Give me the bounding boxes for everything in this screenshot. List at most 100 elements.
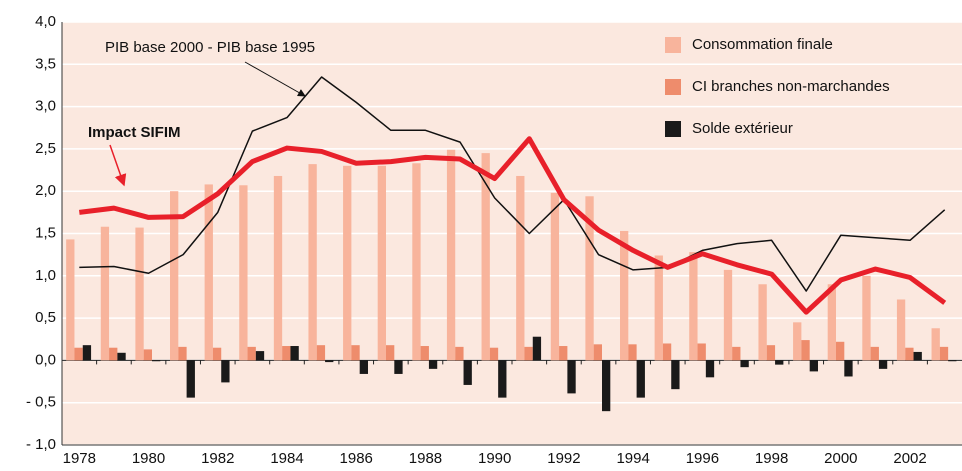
- bar: [143, 349, 152, 361]
- bar: [516, 175, 525, 361]
- x-tick-label: 1998: [755, 450, 788, 467]
- x-tick-label: 1996: [686, 450, 719, 467]
- legend-swatch: [665, 37, 681, 53]
- bar: [446, 149, 456, 361]
- bar: [412, 163, 421, 361]
- bar: [420, 346, 429, 361]
- x-tick-label: 1992: [547, 450, 580, 467]
- x-tick-label: 1986: [340, 450, 373, 467]
- bar: [135, 227, 144, 361]
- x-tick-label: 1994: [616, 450, 649, 467]
- y-tick-label: 3,5: [35, 55, 56, 72]
- x-tick-label: 1980: [132, 450, 165, 467]
- bar: [689, 252, 698, 361]
- bar: [758, 284, 767, 361]
- bar: [705, 360, 715, 378]
- bar: [66, 239, 75, 361]
- bar: [844, 360, 853, 377]
- bar: [870, 346, 879, 361]
- bar: [498, 360, 507, 398]
- bar: [905, 347, 914, 361]
- bar: [809, 360, 818, 372]
- y-tick-label: 2,0: [35, 182, 56, 199]
- bar: [394, 360, 403, 374]
- bar: [550, 192, 560, 361]
- x-tick-label: 1984: [270, 450, 303, 467]
- bar: [359, 360, 368, 374]
- bar: [671, 360, 680, 390]
- bar: [636, 360, 645, 398]
- bar: [247, 346, 256, 361]
- bar: [204, 184, 213, 361]
- bar: [308, 164, 317, 361]
- legend-swatch: [665, 121, 681, 137]
- x-tick-label: 1982: [201, 450, 234, 467]
- bar: [740, 360, 749, 368]
- y-tick-label: 0,0: [35, 351, 56, 368]
- legend-label: Solde extérieur: [692, 120, 793, 137]
- bar: [428, 360, 438, 369]
- bar: [878, 360, 888, 369]
- y-tick-label: 0,5: [35, 309, 56, 326]
- bar: [948, 360, 957, 362]
- bar: [489, 347, 499, 361]
- bar: [913, 351, 922, 361]
- x-tick-label: 1978: [63, 450, 96, 467]
- line-label: Impact SIFIM: [88, 124, 181, 141]
- bar: [290, 346, 299, 361]
- line: [79, 76, 946, 292]
- x-tick-label: 1990: [478, 450, 511, 467]
- bar: [100, 226, 110, 361]
- bar: [255, 351, 265, 361]
- bar: [351, 345, 360, 361]
- bar: [325, 360, 334, 363]
- bar: [186, 360, 195, 398]
- annotation-arrow: [109, 144, 127, 187]
- x-tick-label: 1988: [409, 450, 442, 467]
- bar: [836, 341, 845, 361]
- bar: [620, 230, 629, 361]
- y-tick-label: - 0,5: [26, 394, 56, 411]
- bar: [766, 345, 776, 361]
- line-label: PIB base 2000 - PIB base 1995: [105, 39, 315, 56]
- bar: [82, 345, 92, 361]
- bar: [654, 255, 663, 361]
- legend-swatch: [665, 79, 681, 95]
- bar: [377, 165, 386, 361]
- bar: [455, 346, 464, 361]
- bar: [316, 345, 326, 361]
- line: [79, 136, 947, 315]
- bar: [74, 347, 83, 361]
- bar: [827, 284, 836, 361]
- x-tick-label: 2002: [893, 450, 926, 467]
- bar: [697, 343, 706, 361]
- y-tick-label: 3,0: [35, 98, 56, 115]
- bar: [343, 165, 352, 361]
- bar: [239, 185, 248, 361]
- bar: [775, 360, 784, 365]
- bar: [273, 175, 283, 361]
- bar: [117, 352, 126, 361]
- bar: [593, 344, 602, 361]
- bar: [628, 344, 637, 361]
- bar: [221, 360, 230, 383]
- bar: [723, 269, 733, 361]
- y-tick-label: 2,5: [35, 140, 56, 157]
- bar: [524, 346, 533, 361]
- bar: [212, 347, 222, 361]
- x-tick-label: 2000: [824, 450, 857, 467]
- y-tick-label: 4,0: [35, 13, 56, 30]
- bar: [559, 346, 568, 361]
- bar: [170, 191, 179, 361]
- bar: [732, 346, 741, 361]
- bar: [386, 345, 395, 361]
- y-tick-label: 1,0: [35, 267, 56, 284]
- y-tick-label: 1,5: [35, 224, 56, 241]
- legend-label: CI branches non-marchandes: [692, 78, 890, 95]
- y-tick-label: - 1,0: [26, 436, 56, 453]
- bar: [939, 346, 949, 361]
- bar: [662, 343, 672, 361]
- bar: [282, 346, 291, 361]
